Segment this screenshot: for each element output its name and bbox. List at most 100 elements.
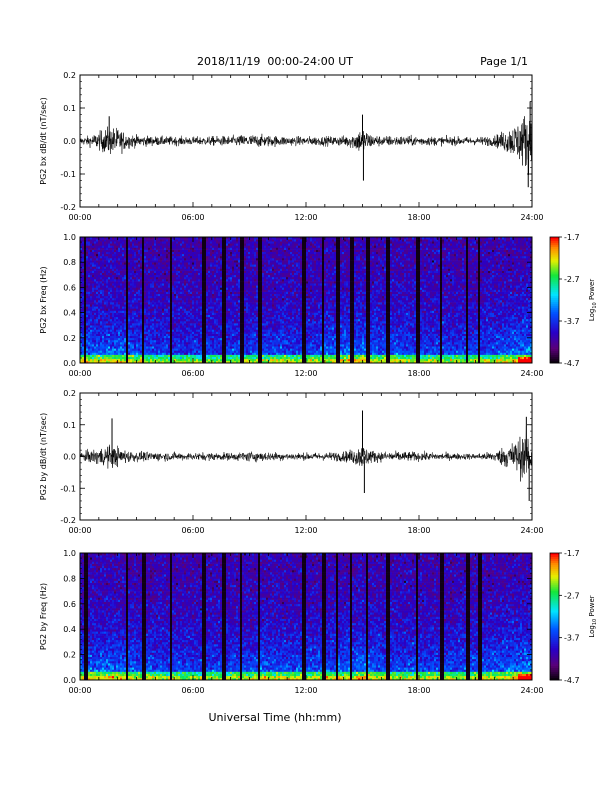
- spectrogram-cell: [108, 281, 110, 283]
- spectrogram-cell: [108, 300, 110, 302]
- spectrogram-cell: [86, 327, 88, 329]
- spectrogram-cell: [120, 300, 122, 302]
- spectrogram-cell: [86, 285, 88, 287]
- spectrogram-cell: [118, 287, 120, 289]
- spectrogram-cell: [126, 350, 128, 352]
- spectrogram-cell: [96, 357, 98, 359]
- spectrogram-cell: [100, 323, 102, 325]
- spectrogram-cell: [114, 329, 116, 331]
- spectrogram-cell: [112, 260, 114, 262]
- spectrogram-cell: [92, 296, 94, 298]
- spectrogram-cell: [108, 317, 110, 319]
- spectrogram-cell: [106, 304, 108, 306]
- spectrogram-cell: [108, 283, 110, 285]
- spectrogram-cell: [124, 260, 126, 262]
- spectrogram-cell: [86, 283, 88, 285]
- spectrogram-cell: [98, 317, 100, 319]
- spectrogram-cell: [118, 357, 120, 359]
- spectrogram-cell: [88, 325, 90, 327]
- spectrogram-cell: [96, 306, 98, 308]
- spectrogram-cell: [88, 250, 90, 252]
- spectrogram-cell: [108, 275, 110, 277]
- spectrogram-cell: [84, 279, 86, 281]
- spectrogram-cell: [96, 342, 98, 344]
- spectrogram-cell: [94, 306, 96, 308]
- spectrogram-cell: [94, 287, 96, 289]
- spectrogram-cell: [100, 260, 102, 262]
- spectrogram-cell: [120, 311, 122, 313]
- spectrogram-cell: [102, 342, 104, 344]
- spectrogram-cell: [126, 285, 128, 287]
- spectrogram-cell: [108, 254, 110, 256]
- spectrogram-cell: [120, 273, 122, 275]
- spectrogram-cell: [112, 323, 114, 325]
- spectrogram-cell: [108, 340, 110, 342]
- spectrogram-cell: [126, 298, 128, 300]
- spectrogram-cell: [114, 258, 116, 260]
- spectrogram-cell: [98, 311, 100, 313]
- spectrogram-cell: [96, 298, 98, 300]
- spectrogram-cell: [92, 283, 94, 285]
- spectrogram-cells: [80, 237, 532, 363]
- spectrogram-cell: [110, 269, 112, 271]
- spectrogram-cell: [108, 313, 110, 315]
- spectrogram-cell: [94, 313, 96, 315]
- spectrogram-cell: [86, 248, 88, 250]
- spectrogram-cell: [102, 269, 104, 271]
- spectrogram-cell: [126, 250, 128, 252]
- spectrogram-cell: [82, 254, 84, 256]
- spectrogram-cell: [100, 277, 102, 279]
- spectrogram-cell: [120, 271, 122, 273]
- spectrogram-cell: [104, 329, 106, 331]
- spectrogram-cell: [114, 296, 116, 298]
- spectrogram-cell: [84, 350, 86, 352]
- spectrogram-cell: [82, 294, 84, 296]
- spectrogram-cell: [92, 281, 94, 283]
- spectrogram-cell: [86, 344, 88, 346]
- spectrogram-cell: [108, 342, 110, 344]
- spectrogram-cell: [98, 250, 100, 252]
- spectrogram-cell: [98, 332, 100, 334]
- spectrogram-cell: [110, 241, 112, 243]
- spectrogram-cell: [110, 279, 112, 281]
- spectrogram-cell: [114, 317, 116, 319]
- spectrogram-cell: [90, 275, 92, 277]
- spectrogram-cell: [82, 342, 84, 344]
- spectrogram-cell: [124, 308, 126, 310]
- spectrogram-cell: [86, 298, 88, 300]
- spectrogram-cell: [120, 355, 122, 357]
- spectrogram-cell: [92, 346, 94, 348]
- spectrogram-cell: [82, 298, 84, 300]
- spectrogram-cell: [90, 306, 92, 308]
- spectrogram-cell: [110, 277, 112, 279]
- spectrogram-cell: [122, 283, 124, 285]
- spectrogram-cell: [94, 323, 96, 325]
- spectrogram-cell: [106, 243, 108, 245]
- spectrogram-cell: [116, 283, 118, 285]
- spectrogram-cell: [124, 258, 126, 260]
- spectrogram-cell: [102, 325, 104, 327]
- spectrogram-cell: [114, 275, 116, 277]
- spectrogram-cell: [126, 239, 128, 241]
- spectrogram-cell: [120, 359, 122, 361]
- spectrogram-cell: [100, 359, 102, 361]
- spectrogram-cell: [112, 348, 114, 350]
- spectrogram-cell: [112, 357, 114, 359]
- spectrogram-cell: [108, 287, 110, 289]
- spectrogram-cell: [100, 311, 102, 313]
- spectrogram-cell: [84, 266, 86, 268]
- spectrogram-cell: [92, 239, 94, 241]
- spectrogram-cell: [112, 292, 114, 294]
- spectrogram-cell: [98, 329, 100, 331]
- spectrogram-cell: [122, 336, 124, 338]
- spectrogram-cell: [104, 275, 106, 277]
- spectrogram-cell: [132, 346, 134, 348]
- spectrogram-cell: [126, 290, 128, 292]
- spectrogram-cell: [128, 266, 130, 268]
- y-tick-label: 0.1: [63, 104, 76, 113]
- spectrogram-cell: [86, 357, 88, 359]
- spectrogram-cell: [118, 315, 120, 317]
- spectrogram-cell: [88, 304, 90, 306]
- spectrogram-cell: [130, 248, 132, 250]
- spectrogram-cell: [114, 256, 116, 258]
